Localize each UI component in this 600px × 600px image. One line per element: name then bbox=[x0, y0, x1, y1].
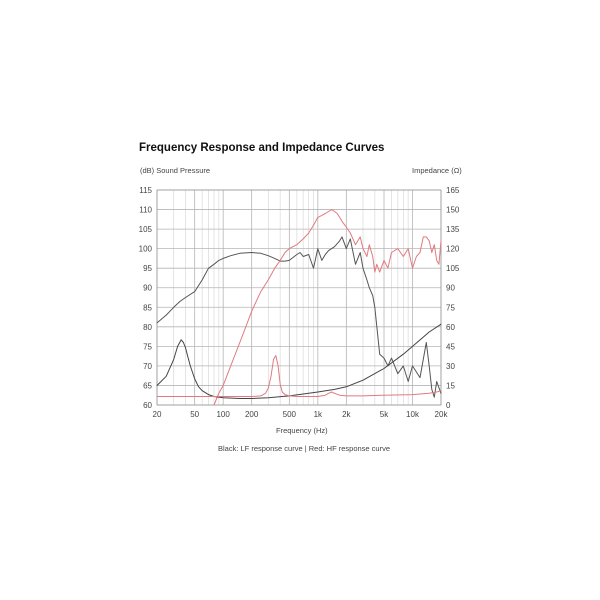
x-tick-label: 200 bbox=[245, 410, 259, 419]
y-right-tick-label: 90 bbox=[446, 284, 455, 293]
lf-response-line bbox=[156, 236, 442, 398]
y-left-tick-label: 75 bbox=[143, 342, 152, 351]
y-right-tick-label: 15 bbox=[446, 381, 455, 390]
y-right-tick-label: 60 bbox=[446, 323, 455, 332]
x-tick-label: 5k bbox=[380, 410, 389, 419]
y-right-tick-label: 0 bbox=[446, 401, 451, 410]
x-tick-label: 20 bbox=[153, 410, 162, 419]
y-right-tick-label: 135 bbox=[446, 225, 460, 234]
plot-frame bbox=[156, 189, 442, 406]
y-left-tick-label: 70 bbox=[143, 362, 152, 371]
y-left-tick-label: 60 bbox=[143, 401, 152, 410]
y-right-tick-label: 75 bbox=[446, 303, 455, 312]
x-tick-label: 10k bbox=[406, 410, 420, 419]
y-left-tick-label: 80 bbox=[143, 323, 152, 332]
lf-impedance-line bbox=[156, 323, 442, 399]
chart-title: Frequency Response and Impedance Curves bbox=[139, 142, 385, 154]
y-right-tick-label: 105 bbox=[446, 264, 460, 273]
x-tick-label: 500 bbox=[283, 410, 297, 419]
y-left-tick-label: 85 bbox=[143, 303, 152, 312]
y-left-tick-label: 115 bbox=[139, 186, 152, 195]
y-left-tick-label: 90 bbox=[143, 284, 152, 293]
y-left-tick-label: 100 bbox=[139, 245, 153, 254]
y-left-tick-label: 110 bbox=[139, 206, 152, 215]
y-right-tick-label: 45 bbox=[446, 342, 455, 351]
y-axis-right-label: Impedance (Ω) bbox=[412, 166, 462, 175]
y-right-tick-label: 150 bbox=[446, 206, 460, 215]
x-tick-label: 50 bbox=[190, 410, 199, 419]
y-right-tick-label: 30 bbox=[446, 362, 455, 371]
y-left-tick-label: 95 bbox=[143, 264, 152, 273]
chart-caption: Black: LF response curve | Red: HF respo… bbox=[218, 444, 391, 453]
y-axis-left-label: (dB) Sound Pressure bbox=[140, 166, 211, 175]
y-left-tick-label: 105 bbox=[139, 225, 153, 234]
y-left-tick-label: 65 bbox=[143, 381, 152, 390]
x-tick-label: 2k bbox=[342, 410, 351, 419]
x-axis-label: Frequency (Hz) bbox=[276, 426, 328, 435]
hf-impedance-line bbox=[156, 355, 442, 397]
x-tick-label: 100 bbox=[216, 410, 230, 419]
y-right-tick-label: 165 bbox=[446, 186, 460, 195]
y-right-tick-label: 120 bbox=[446, 245, 460, 254]
x-tick-label: 1k bbox=[314, 410, 323, 419]
hf-response-line bbox=[213, 209, 442, 406]
x-tick-label: 20k bbox=[435, 410, 449, 419]
